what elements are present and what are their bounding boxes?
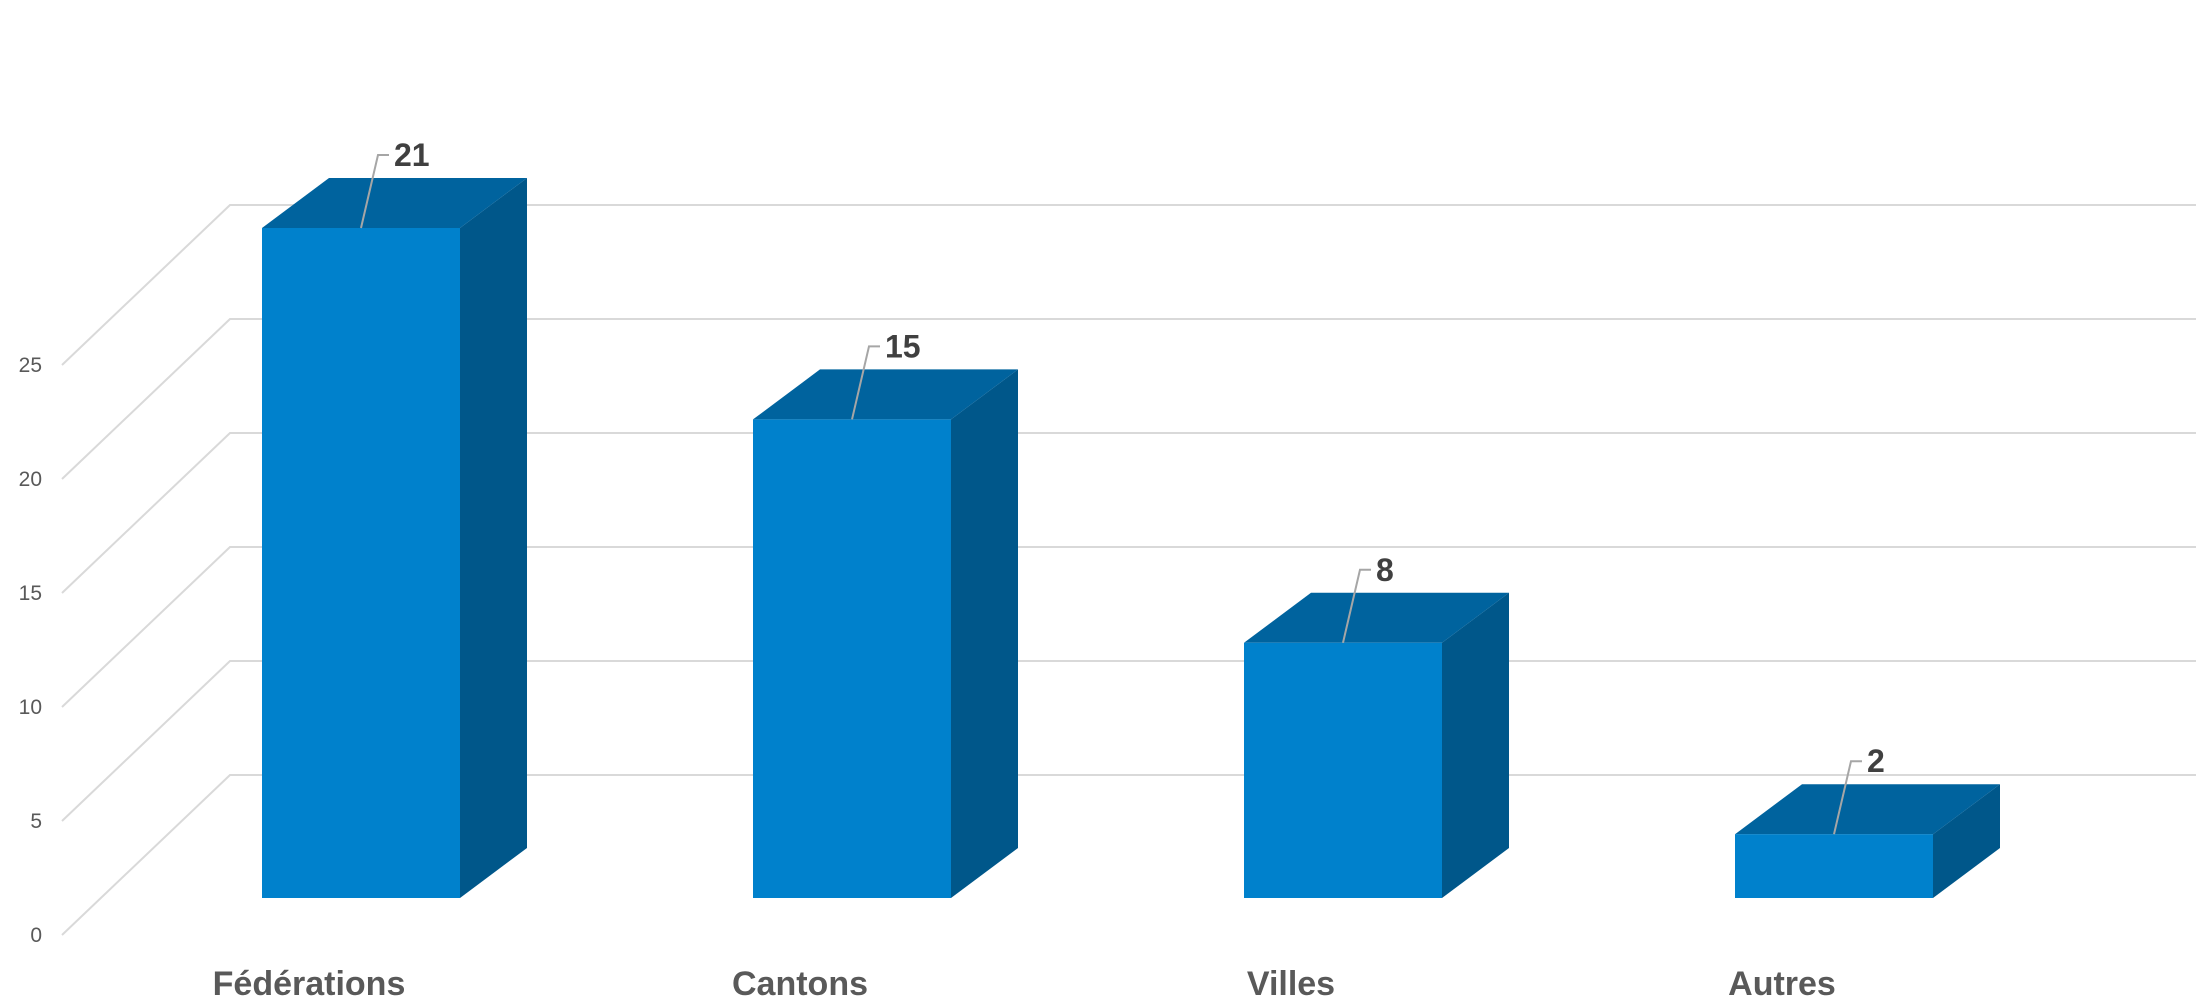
category-label: Villes	[1247, 965, 1335, 1002]
data-label: 21	[394, 137, 430, 173]
bar-front-face	[1244, 643, 1442, 898]
data-labels: 21 15 8 2	[361, 137, 1885, 834]
bar	[1735, 784, 2000, 898]
category-label: Fédérations	[213, 965, 406, 1002]
y-axis-ticks: 0 5 10 15 20 25	[19, 354, 42, 947]
category-label: Cantons	[732, 965, 868, 1002]
bar-front-face	[753, 419, 951, 898]
y-tick-label: 10	[19, 696, 42, 719]
y-tick-label: 20	[19, 468, 42, 491]
bar	[753, 369, 1018, 898]
y-tick-label: 25	[19, 354, 42, 377]
y-tick-label: 15	[19, 582, 42, 605]
y-tick-label: 0	[30, 924, 42, 947]
bars	[262, 178, 2000, 898]
data-label: 2	[1867, 743, 1885, 779]
category-label: Autres	[1728, 965, 1836, 1002]
category-labels: Fédérations Cantons Villes Autres	[213, 965, 1836, 1002]
data-label: 8	[1376, 552, 1394, 588]
bar-front-face	[1735, 834, 1933, 898]
data-label: 15	[885, 328, 921, 364]
y-tick-label: 5	[30, 810, 42, 833]
bar-side-face	[951, 369, 1018, 898]
bar	[262, 178, 527, 898]
bar-side-face	[460, 178, 527, 898]
bar-side-face	[1442, 593, 1509, 898]
bar-front-face	[262, 228, 460, 898]
bar	[1244, 593, 1509, 898]
